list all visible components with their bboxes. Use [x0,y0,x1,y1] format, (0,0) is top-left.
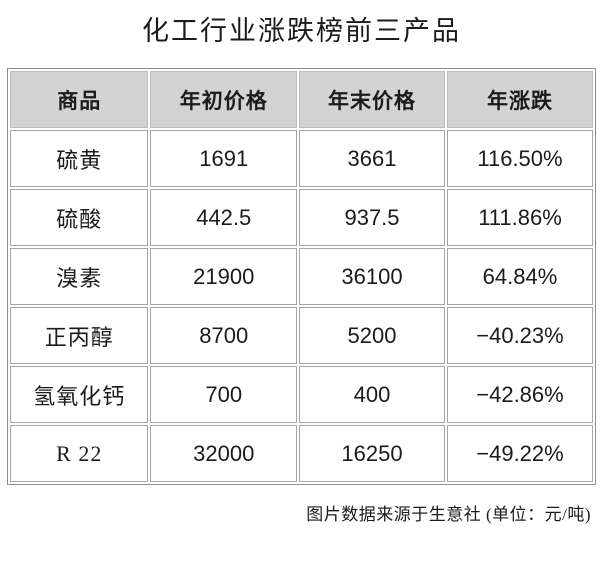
product-cell: R 22 [10,425,149,482]
table-row: R 22 32000 16250 −49.22% [10,425,593,482]
table-row: 硫黄 1691 3661 116.50% [10,130,593,187]
end-price-cell: 3661 [299,130,445,187]
start-price-cell: 8700 [150,307,298,364]
start-price-cell: 1691 [150,130,298,187]
table-row: 溴素 21900 36100 64.84% [10,248,593,305]
table-row: 正丙醇 8700 5200 −40.23% [10,307,593,364]
end-price-cell: 937.5 [299,189,445,246]
change-cell: −49.22% [446,425,593,482]
table-row: 硫酸 442.5 937.5 111.86% [10,189,593,246]
col-header-end-price: 年末价格 [299,71,445,128]
start-price-cell: 32000 [150,425,298,482]
start-price-cell: 21900 [150,248,298,305]
page-title: 化工行业涨跌榜前三产品 [142,16,461,46]
page: 化工行业涨跌榜前三产品 商品 年初价格 年末价格 年涨跌 硫黄 1691 366… [0,13,603,525]
change-cell: −40.23% [446,307,593,364]
change-cell: 64.84% [446,248,593,305]
col-header-change: 年涨跌 [446,71,593,128]
end-price-cell: 16250 [299,425,445,482]
col-header-start-price: 年初价格 [150,71,298,128]
end-price-cell: 400 [299,366,445,423]
table-row: 氢氧化钙 700 400 −42.86% [10,366,593,423]
start-price-cell: 700 [150,366,298,423]
product-cell: 正丙醇 [10,307,149,364]
change-cell: 116.50% [446,130,593,187]
product-cell: 溴素 [10,248,149,305]
end-price-cell: 36100 [299,248,445,305]
product-cell: 硫酸 [10,189,149,246]
start-price-cell: 442.5 [150,189,298,246]
product-cell: 氢氧化钙 [10,366,149,423]
end-price-cell: 5200 [299,307,445,364]
change-cell: −42.86% [446,366,593,423]
source-note: 图片数据来源于生意社 (单位：元/吨) [306,505,591,524]
product-cell: 硫黄 [10,130,149,187]
col-header-product: 商品 [10,71,149,128]
price-table: 商品 年初价格 年末价格 年涨跌 硫黄 1691 3661 116.50% 硫酸… [7,68,596,485]
header-row: 商品 年初价格 年末价格 年涨跌 [10,71,593,128]
change-cell: 111.86% [446,189,593,246]
